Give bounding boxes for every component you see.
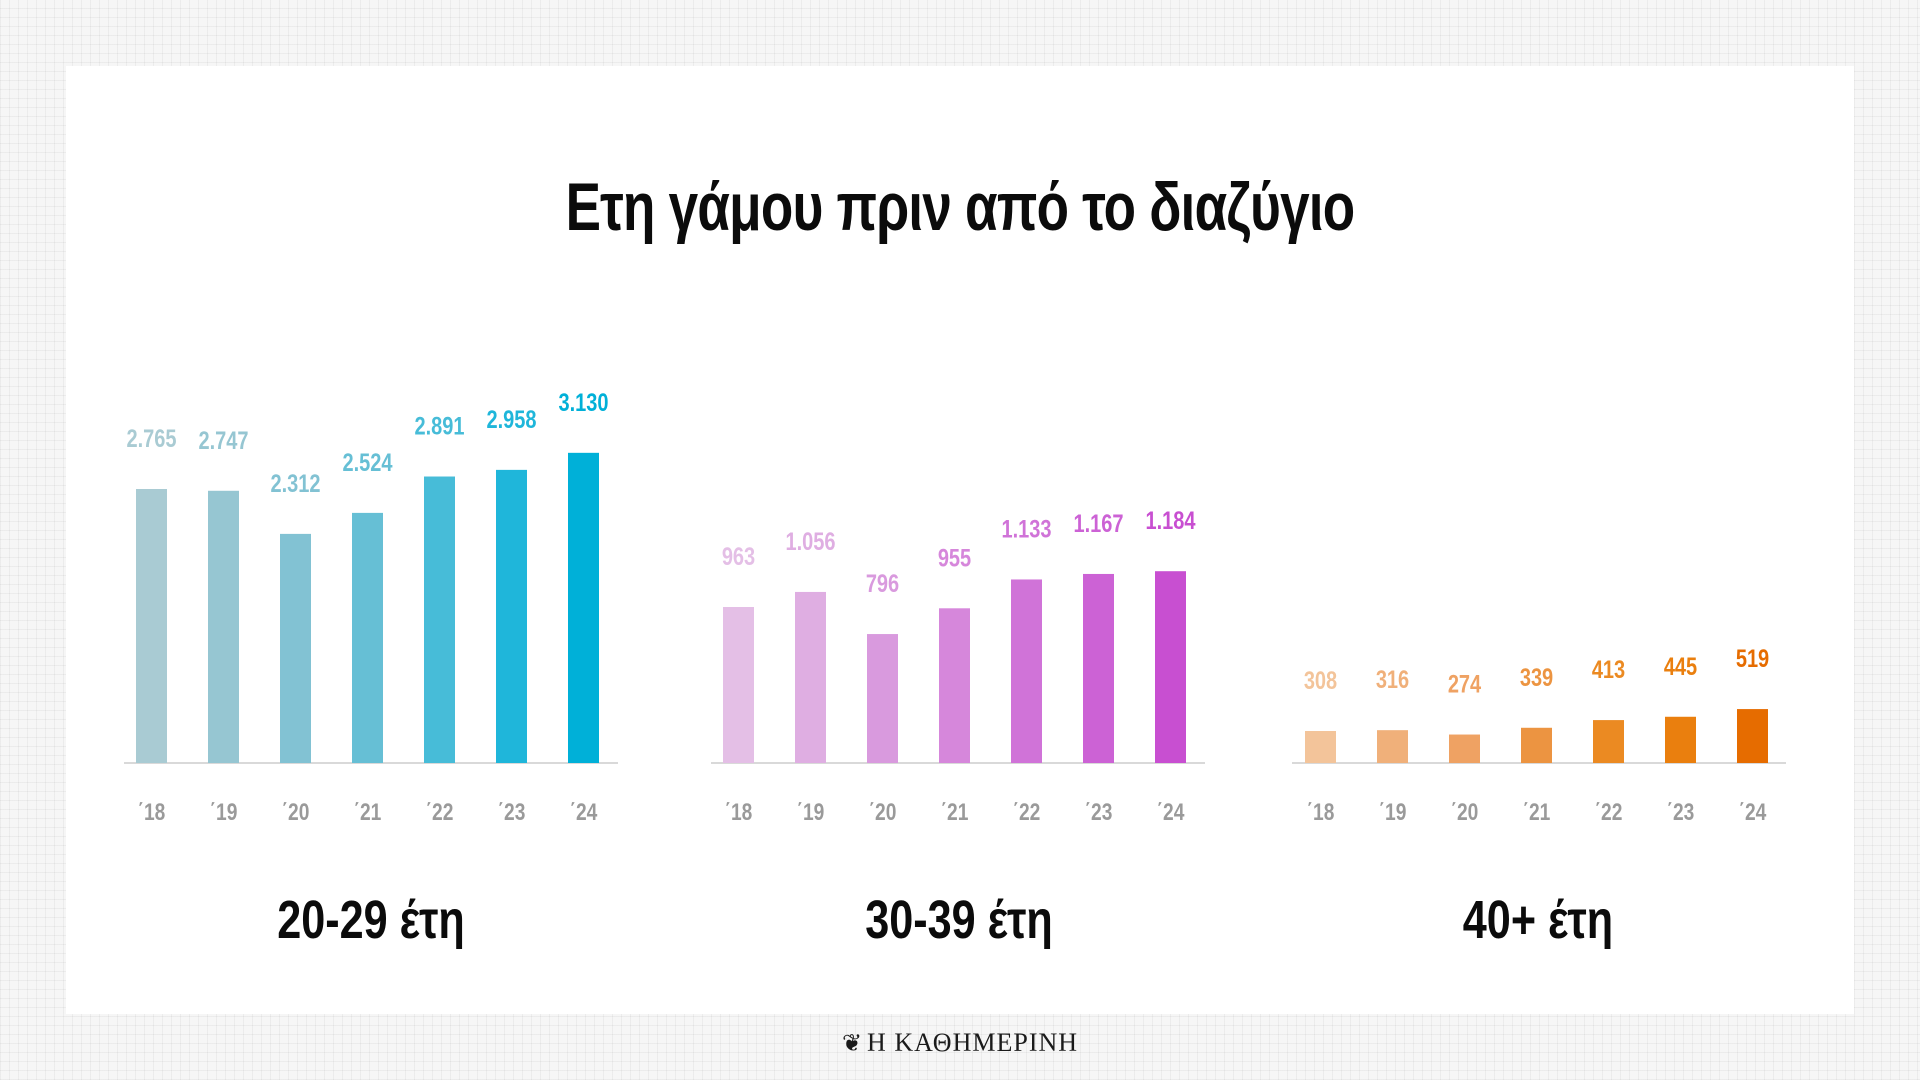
group-label: 40+ έτη <box>1463 891 1613 951</box>
bar <box>280 533 311 763</box>
data-label: 1.056 <box>785 528 835 556</box>
bar <box>352 512 383 763</box>
x-tick-label: ΄23 <box>1085 798 1113 826</box>
bar <box>795 591 826 763</box>
data-label: 413 <box>1592 656 1625 684</box>
bar <box>1377 730 1408 763</box>
x-tick-label: ΄19 <box>210 798 238 826</box>
data-label: 2.312 <box>270 470 320 498</box>
chart-group-30-39: 963 ΄18 1.056 ΄19 796 ΄20 955 ΄21 1.133 ΄22 1.167 ΄… <box>711 507 1205 950</box>
x-tick-label: ΄24 <box>1157 798 1185 826</box>
bar <box>568 452 599 763</box>
x-tick-label: ΄20 <box>869 798 897 826</box>
x-tick-label: ΄24 <box>570 798 598 826</box>
publisher-logo: ❦ Η ΚΑΘΗΜΕΡΙΝΗ <box>0 1028 1920 1058</box>
x-tick-label: ΄19 <box>1379 798 1407 826</box>
group-label: 30-39 έτη <box>865 891 1053 951</box>
x-tick-label: ΄24 <box>1739 798 1767 826</box>
data-label: 2.765 <box>126 425 176 453</box>
bar <box>424 476 455 763</box>
bar <box>1155 571 1186 763</box>
x-tick-label: ΄19 <box>797 798 825 826</box>
data-label: 308 <box>1304 667 1337 695</box>
x-tick-label: ΄18 <box>725 798 753 826</box>
data-label: 316 <box>1376 666 1409 694</box>
bar <box>136 489 167 763</box>
x-tick-label: ΄22 <box>426 798 454 826</box>
data-label: 2.958 <box>486 406 536 434</box>
x-tick-label: ΄21 <box>354 798 382 826</box>
data-label: 445 <box>1664 653 1697 681</box>
eagle-icon: ❦ <box>841 1031 864 1057</box>
bar <box>1083 573 1114 763</box>
bar <box>723 607 754 763</box>
bar <box>1305 731 1336 763</box>
chart-group-20-29: 2.765 ΄18 2.747 ΄19 2.312 ΄20 2.524 ΄21 2.891 ΄22… <box>124 389 618 950</box>
x-tick-label: ΄18 <box>138 798 166 826</box>
x-tick-label: ΄22 <box>1595 798 1623 826</box>
data-label: 955 <box>938 544 971 572</box>
bar <box>496 469 527 763</box>
x-tick-label: ΄22 <box>1013 798 1041 826</box>
data-label: 2.891 <box>414 412 464 440</box>
x-tick-label: ΄21 <box>1523 798 1551 826</box>
data-label: 1.184 <box>1145 507 1195 535</box>
bar <box>1737 709 1768 763</box>
group-label: 20-29 έτη <box>277 891 465 951</box>
data-label: 1.167 <box>1073 510 1123 538</box>
bar <box>1449 734 1480 763</box>
x-tick-label: ΄18 <box>1307 798 1335 826</box>
bar <box>1521 727 1552 763</box>
data-label: 274 <box>1448 670 1482 698</box>
x-tick-label: ΄20 <box>282 798 310 826</box>
bar <box>1593 720 1624 763</box>
data-label: 3.130 <box>558 389 608 417</box>
x-tick-label: ΄21 <box>941 798 969 826</box>
data-label: 339 <box>1520 664 1553 692</box>
bar <box>867 634 898 763</box>
data-label: 2.524 <box>342 449 392 477</box>
x-tick-label: ΄20 <box>1451 798 1479 826</box>
chart-group-40-plus: 308 ΄18 316 ΄19 274 ΄20 339 ΄21 413 ΄22 445 ΄23 519 ΄… <box>1292 645 1786 950</box>
bar <box>208 490 239 763</box>
bar <box>1665 716 1696 763</box>
x-tick-label: ΄23 <box>498 798 526 826</box>
data-label: 519 <box>1736 645 1769 673</box>
data-label: 2.747 <box>198 427 248 455</box>
x-tick-label: ΄23 <box>1667 798 1695 826</box>
publisher-logo-text: Η ΚΑΘΗΜΕΡΙΝΗ <box>867 1028 1079 1057</box>
bar <box>939 608 970 763</box>
page-title: Ετη γάμου πριν από το διαζύγιο <box>565 169 1356 245</box>
data-label: 963 <box>722 543 755 571</box>
bar <box>1011 579 1042 763</box>
data-label: 1.133 <box>1001 515 1051 543</box>
data-label: 796 <box>866 570 899 598</box>
